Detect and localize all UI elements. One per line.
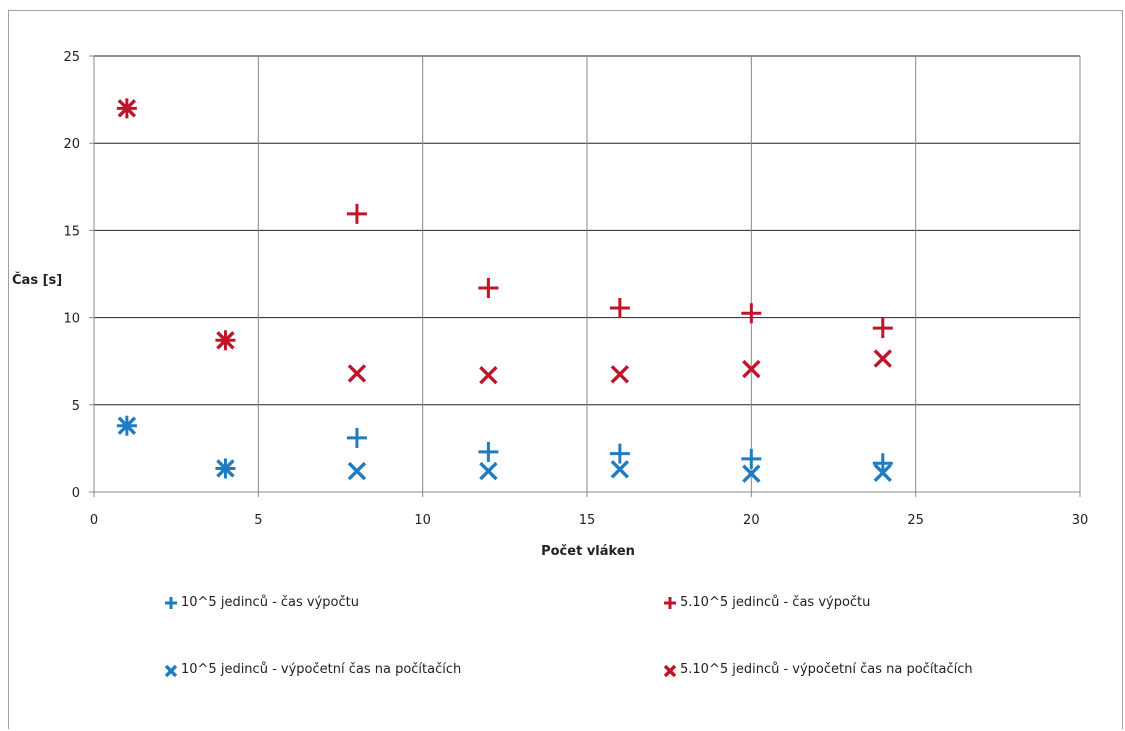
data-point-plus [872, 453, 893, 474]
x-tick-label: 30 [1072, 513, 1089, 528]
y-axis-title: Čas [s] [12, 272, 62, 288]
legend-label: 5.10^5 jedinců - čas výpočtu [680, 595, 871, 610]
data-point-cross [347, 461, 367, 481]
y-tick-label: 25 [63, 50, 80, 65]
data-points [116, 98, 893, 483]
data-point-plus [741, 303, 762, 324]
data-point-cross [117, 99, 137, 118]
data-point-cross [117, 416, 137, 435]
x-axis-title: Počet vláken [541, 544, 635, 559]
y-tick-label: 5 [72, 399, 80, 414]
data-point-plus [165, 597, 177, 609]
legend-label: 10^5 jedinců - výpočetní čas na počítačí… [181, 662, 462, 677]
data-point-plus [478, 441, 499, 462]
x-tick-label: 5 [254, 513, 262, 528]
y-tick-label: 15 [63, 224, 80, 239]
data-point-cross [742, 464, 761, 483]
y-tick-label: 20 [63, 137, 80, 152]
data-point-cross [216, 459, 235, 478]
data-point-cross [610, 365, 630, 384]
data-point-cross [164, 664, 178, 678]
data-point-cross [742, 359, 761, 379]
grid-lines [94, 55, 1081, 493]
legend-marker-plus-blue [165, 597, 177, 609]
legend-marker-plus-red [664, 597, 676, 609]
y-tick-label: 10 [63, 312, 80, 327]
legend-marker-cross-blue [164, 664, 178, 678]
data-point-plus [872, 318, 893, 339]
axes [89, 55, 1081, 497]
data-point-plus [741, 448, 762, 469]
data-point-plus [664, 597, 676, 609]
data-point-cross [216, 331, 235, 350]
x-tick-label: 15 [579, 513, 596, 528]
data-point-cross [479, 461, 498, 481]
chart-frame [8, 10, 1123, 729]
legend-label: 10^5 jedinců - čas výpočtu [181, 595, 359, 610]
data-point-cross [663, 664, 677, 678]
data-point-cross [873, 349, 893, 368]
data-point-plus [609, 298, 630, 319]
data-point-plus [346, 203, 367, 224]
data-point-cross [610, 460, 630, 479]
tick-labels: 0 5 10 15 20 25 0 5 10 15 20 25 30 [63, 50, 1088, 528]
data-point-plus [478, 277, 499, 298]
data-point-plus [346, 427, 367, 448]
x-tick-label: 20 [743, 513, 760, 528]
x-tick-label: 10 [414, 513, 431, 528]
legend-marker-cross-red [663, 664, 677, 678]
legend-label: 5.10^5 jedinců - výpočetní čas na počíta… [680, 662, 973, 677]
y-tick-label: 0 [72, 486, 80, 501]
data-point-cross [347, 364, 367, 383]
data-point-cross [873, 463, 893, 483]
x-tick-label: 0 [90, 513, 98, 528]
x-tick-label: 25 [907, 513, 924, 528]
data-point-plus [609, 443, 630, 464]
data-point-cross [479, 365, 498, 385]
